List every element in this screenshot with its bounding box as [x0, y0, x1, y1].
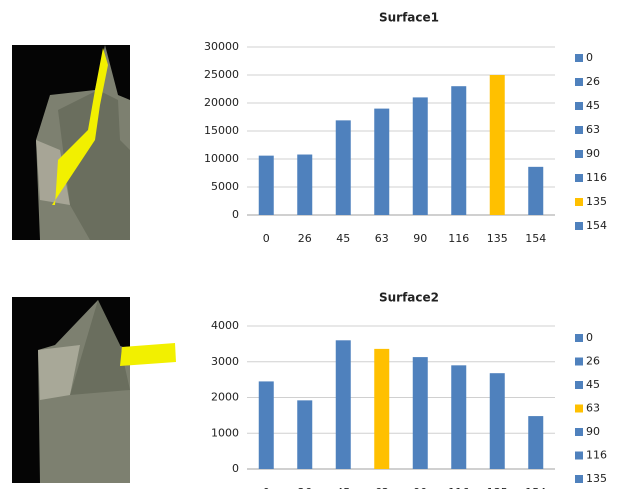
x-tick-label: 135 [487, 232, 508, 245]
legend-label: 26 [586, 355, 600, 368]
bar [490, 373, 505, 469]
photo-1 [12, 45, 130, 240]
legend-swatch [575, 222, 583, 230]
x-tick-label: 154 [525, 232, 546, 245]
legend-swatch [575, 126, 583, 134]
bar [528, 167, 543, 215]
chart-title: Surface2 [379, 291, 439, 305]
page: Surface105000100001500020000250003000002… [0, 0, 619, 489]
bar [297, 400, 312, 469]
figure: Surface105000100001500020000250003000002… [0, 0, 619, 489]
bar [528, 416, 543, 469]
legend-swatch [575, 358, 583, 366]
legend-label: 116 [586, 449, 607, 462]
legend-label: 135 [586, 195, 607, 208]
x-tick-label: 26 [298, 232, 312, 245]
bar [336, 120, 351, 215]
legend-swatch [575, 475, 583, 483]
bar [297, 155, 312, 215]
bar [413, 357, 428, 469]
legend-swatch [575, 174, 583, 182]
legend-label: 0 [586, 331, 593, 344]
legend-label: 135 [586, 472, 607, 485]
legend-label: 45 [586, 378, 600, 391]
y-tick-label: 5000 [211, 180, 239, 193]
legend-label: 0 [586, 51, 593, 64]
chart-title: Surface1 [379, 11, 439, 25]
bar [336, 340, 351, 469]
legend-label: 90 [586, 425, 600, 438]
y-tick-label: 0 [232, 208, 239, 221]
legend-swatch [575, 198, 583, 206]
x-tick-label: 45 [336, 232, 350, 245]
x-tick-label: 0 [263, 232, 270, 245]
legend-label: 45 [586, 99, 600, 112]
bar [374, 109, 389, 215]
bar [259, 381, 274, 469]
photo-2 [12, 297, 176, 483]
legend-swatch [575, 428, 583, 436]
x-tick-label: 63 [375, 232, 389, 245]
y-tick-label: 30000 [204, 40, 239, 53]
legend-swatch [575, 78, 583, 86]
y-tick-label: 2000 [211, 391, 239, 404]
legend-label: 90 [586, 147, 600, 160]
y-tick-label: 10000 [204, 152, 239, 165]
y-tick-label: 25000 [204, 68, 239, 81]
legend-label: 26 [586, 75, 600, 88]
legend-swatch [575, 381, 583, 389]
bar [413, 97, 428, 215]
y-tick-label: 3000 [211, 355, 239, 368]
legend-swatch [575, 405, 583, 413]
bar [259, 156, 274, 215]
y-tick-label: 20000 [204, 96, 239, 109]
legend-label: 154 [586, 219, 607, 232]
legend-swatch [575, 54, 583, 62]
y-tick-label: 15000 [204, 124, 239, 137]
legend-swatch [575, 150, 583, 158]
bar [451, 365, 466, 469]
bar [374, 349, 389, 469]
legend-label: 63 [586, 402, 600, 415]
y-tick-label: 0 [232, 462, 239, 475]
bar [490, 75, 505, 215]
x-tick-label: 116 [448, 232, 469, 245]
legend-swatch [575, 452, 583, 460]
y-tick-label: 4000 [211, 319, 239, 332]
legend-label: 63 [586, 123, 600, 136]
legend-label: 116 [586, 171, 607, 184]
bar [451, 86, 466, 215]
legend-swatch [575, 102, 583, 110]
x-tick-label: 90 [413, 232, 427, 245]
y-tick-label: 1000 [211, 426, 239, 439]
legend-swatch [575, 334, 583, 342]
